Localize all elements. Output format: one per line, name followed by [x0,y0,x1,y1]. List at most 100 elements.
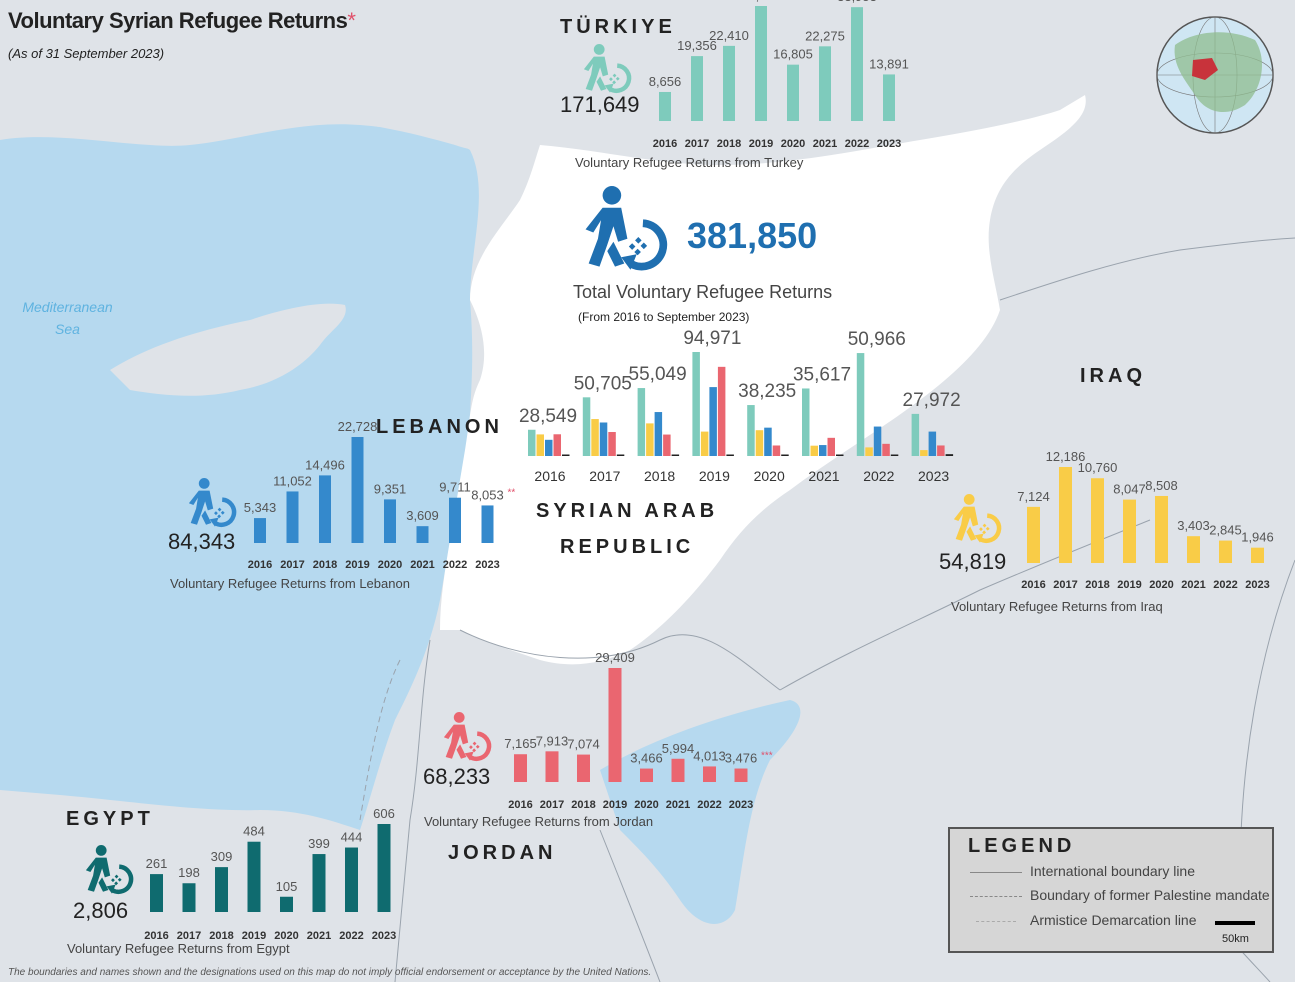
iraq-bar-label: 2,845 [1209,523,1242,538]
lebanon-bar [286,491,299,543]
egypt-bar [280,896,293,912]
egypt-bar [247,841,261,912]
total-bar-lebanon [764,427,772,456]
turkey-year-label: 2021 [813,138,837,150]
total-bar-egypt [562,454,570,456]
jordan-total-value: 68,233 [423,764,490,789]
jordan-chart-caption: Voluntary Refugee Returns from Jordan [424,814,653,829]
legend: LEGEND International boundary line Bound… [948,827,1274,953]
egypt-bar [182,883,196,912]
disclaimer: The boundaries and names shown and the d… [8,967,652,978]
total-bar-egypt [616,454,625,456]
iraq-bar-label: 10,760 [1078,460,1118,475]
total-bar-iraq [646,423,654,456]
lebanon-bar [416,526,429,543]
egypt-bar-label: 399 [308,836,330,851]
iraq-year-label: 2022 [1213,579,1237,591]
total-year-label: 2020 [754,468,785,484]
lebanon-bar [481,505,494,543]
egypt-bar-label: 309 [211,849,233,864]
egypt-bar [150,874,163,912]
turkey-bar-label: 16,805 [773,47,813,62]
total-bar-lebanon [873,426,882,456]
turkey-bar-label: 13,891 [869,56,909,71]
egypt-chart-caption: Voluntary Refugee Returns from Egypt [67,941,290,956]
total-bar-jordan [937,445,945,456]
total-bar-jordan [772,445,781,456]
jordan-year-label: 2016 [508,799,532,811]
jordan-footnote-mark: *** [761,751,773,762]
walking-person-return-icon [953,494,1002,543]
lebanon-bar-label: 9,351 [374,481,407,496]
jordan-bar [608,668,622,782]
jordan-bar-label: 3,476 [725,751,758,766]
jordan-year-label: 2022 [697,799,721,811]
egypt-bar-label: 606 [373,806,395,821]
total-bar-turkey [747,405,755,456]
iraq-year-label: 2020 [1149,579,1173,591]
walking-person-return-icon [85,845,134,894]
lebanon-year-label: 2023 [475,559,499,571]
turkey-year-label: 2017 [685,138,709,150]
total-bar-jordan [553,434,561,456]
total-bar-iraq [700,431,709,456]
total-bar-iraq [810,445,818,456]
total-bar-lebanon [709,387,717,456]
total-year-sum-label: 50,705 [574,373,632,394]
country-label-syria-1: SYRIAN ARAB [536,500,719,522]
total-bar-lebanon [599,422,608,456]
total-bar-iraq [591,419,599,456]
walking-person-return-icon [585,186,668,271]
legend-item-palestine: Boundary of former Palestine mandate [1030,887,1270,903]
iraq-bar-label: 3,403 [1177,518,1210,533]
jordan-bar [640,768,653,782]
total-bar-jordan [882,443,890,456]
total-year-label: 2021 [808,468,839,484]
egypt-total-value: 2,806 [73,898,128,923]
lebanon-bar [351,437,364,543]
iraq-year-label: 2016 [1021,579,1045,591]
jordan-bar-label: 29,409 [595,650,635,665]
globe-icon [1156,16,1274,134]
turkey-year-label: 2020 [781,138,805,150]
page-subtitle: (As of 31 September 2023) [8,46,165,61]
jordan-year-label: 2023 [729,799,753,811]
country-label-turkiye: TÜRKIYE [560,16,676,38]
egypt-year-label: 2023 [372,930,396,942]
jordan-year-label: 2020 [634,799,658,811]
egypt-year-label: 2020 [274,930,298,942]
total-bar-egypt [726,454,734,456]
total-bar-turkey [692,352,700,456]
egypt-year-label: 2017 [177,930,201,942]
lebanon-bar-label: 9,711 [439,480,471,495]
egypt-bar-label: 444 [341,830,363,845]
total-year-label: 2023 [918,468,949,484]
turkey-year-label: 2019 [749,138,773,150]
country-label-syria-2: REPUBLIC [560,536,695,558]
jordan-bar [545,751,559,782]
total-returns-period: (From 2016 to September 2023) [578,310,750,324]
lebanon-bar-label: 3,609 [406,508,439,523]
egypt-year-label: 2021 [307,930,331,942]
total-bar-jordan [663,434,671,456]
lebanon-bar [319,475,331,543]
total-year-label: 2022 [863,468,894,484]
jordan-bar-label: 7,074 [567,737,600,752]
turkey-bar [755,6,767,121]
egypt-year-label: 2019 [242,930,266,942]
lebanon-bar [384,499,396,543]
iraq-bar [1123,499,1136,563]
jordan-year-label: 2018 [571,799,595,811]
total-year-label: 2017 [589,468,620,484]
total-bar-lebanon [819,445,827,456]
turkey-chart-caption: Voluntary Refugee Returns from Turkey [575,155,804,170]
lebanon-bar-label: 8,053 [471,487,504,502]
iraq-year-label: 2017 [1053,579,1077,591]
turkey-total-value: 171,649 [560,92,640,117]
total-bar-jordan [827,437,835,456]
egypt-bar-label: 105 [276,879,298,894]
total-bar-lebanon [654,412,663,456]
iraq-year-label: 2019 [1117,579,1141,591]
lebanon-year-label: 2016 [248,559,272,571]
